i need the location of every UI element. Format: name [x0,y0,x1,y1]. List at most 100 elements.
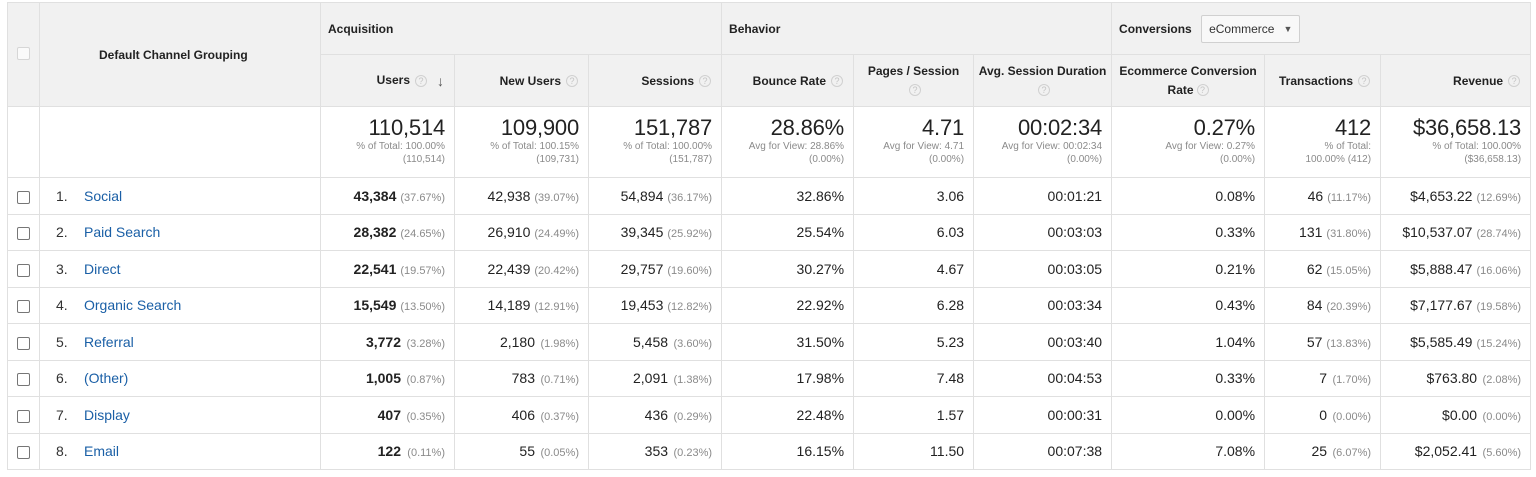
help-icon[interactable]: ? [415,74,427,87]
users-value: 22,541 [353,260,397,277]
sessions-pct: (0.23%) [673,447,713,460]
revenue-cell: $5,888.47 (16.06%) [1380,250,1532,288]
help-icon[interactable]: ? [831,75,844,88]
table-row: 1. Social 43,384 (37.67%) 42,938 (39.07%) 54,8… [7,177,1532,215]
new-users-cell: 22,439 (20.42%) [454,250,589,288]
new-users-cell: 783 (0.71%) [454,359,589,397]
new-users-pct: (39.07%) [534,191,579,204]
row-checkbox[interactable] [17,336,30,350]
bounce-rate-value: 30.27% [796,260,845,277]
help-icon[interactable]: ? [1196,84,1209,97]
revenue-pct: (0.00%) [1482,410,1522,423]
pages-session-cell: 5.23 [853,323,975,361]
channel-link[interactable]: (Other) [84,370,129,387]
channel-link[interactable]: Email [84,443,120,460]
row-select-cell [7,323,40,361]
conversions-label: Conversions [1119,21,1192,36]
help-icon[interactable]: ? [1358,75,1371,88]
users-pct: (19.57%) [400,264,445,277]
channel-link[interactable]: Social [84,187,123,204]
help-icon[interactable]: ? [909,84,922,97]
revenue-value: $763.80 [1426,370,1478,387]
ecom-rate-cell: 0.00% [1111,396,1266,434]
col-revenue-label: Revenue [1453,73,1504,88]
row-select-cell [7,177,40,215]
chevron-down-icon: ▼ [1283,23,1293,34]
channel-link[interactable]: Referral [84,333,134,350]
row-checkbox[interactable] [17,409,30,423]
channel-cell: 7. Display [39,396,321,434]
total-avg-duration-base: (0.00%) [1067,154,1103,165]
ecom-rate-value: 0.43% [1215,297,1256,314]
totals-spacer [39,106,321,178]
total-pages-session-value: 4.71 [922,115,965,140]
row-select-cell [7,359,40,397]
avg-duration-value: 00:07:38 [1047,443,1103,460]
pages-session-cell: 1.57 [853,396,975,434]
channel-link[interactable]: Direct [84,260,121,277]
col-new-users-label: New Users [499,73,561,88]
users-value: 122 [377,443,401,460]
transactions-pct: (11.17%) [1327,191,1372,204]
row-checkbox[interactable] [17,300,30,314]
sessions-value: 54,894 [620,187,664,204]
totals-row: 110,514% of Total: 100.00% (110,514) 109,… [7,106,1532,178]
ecom-rate-value: 0.08% [1215,187,1256,204]
pages-session-value: 11.50 [930,443,965,460]
row-index: 3. [56,260,68,277]
sessions-cell: 39,345 (25.92%) [587,213,723,251]
col-ecom-rate[interactable]: Ecommerce Conversion Rate? [1111,54,1266,107]
ecom-rate-cell: 7.08% [1111,432,1266,470]
channel-link[interactable]: Organic Search [84,297,182,314]
new-users-pct: (12.91%) [534,301,579,314]
dimension-header[interactable]: Default Channel Grouping [39,2,321,107]
channel-link[interactable]: Paid Search [84,224,161,241]
col-transactions[interactable]: Transactions? [1264,54,1382,107]
transactions-value: 84 [1306,297,1323,314]
new-users-cell: 26,910 (24.49%) [454,213,589,251]
channel-report-table: Default Channel Grouping Acquisition Beh… [7,2,1532,470]
ecom-rate-cell: 1.04% [1111,323,1266,361]
total-sessions-note: % of Total: 100.00% [623,141,713,152]
col-pages-session[interactable]: Pages / Session? [853,54,975,107]
help-icon[interactable]: ? [566,75,578,88]
transactions-value: 7 [1319,370,1328,387]
row-checkbox[interactable] [17,263,30,277]
row-checkbox[interactable] [17,373,30,387]
users-value: 3,772 [365,333,401,350]
help-icon[interactable]: ? [1038,84,1051,97]
sessions-value: 39,345 [620,224,664,241]
help-icon[interactable]: ? [1508,75,1521,88]
col-ecom-rate-label-1: Ecommerce Conversion [1119,63,1257,78]
new-users-value: 2,180 [499,333,535,350]
conversion-type-dropdown[interactable]: eCommerce ▼ [1201,14,1301,43]
col-avg-duration[interactable]: Avg. Session Duration? [973,54,1113,107]
row-checkbox[interactable] [17,446,30,460]
row-checkbox[interactable] [17,190,30,204]
col-ecom-rate-label-2: Rate [1167,82,1194,97]
transactions-cell: 131 (31.80%) [1264,213,1382,251]
help-icon[interactable]: ? [699,75,712,88]
channel-link[interactable]: Display [84,406,130,423]
new-users-value: 406 [511,406,535,423]
ecom-rate-cell: 0.33% [1111,359,1266,397]
col-sessions[interactable]: Sessions? [587,54,723,107]
total-bounce-rate-note: Avg for View: 28.86% [748,141,845,152]
col-bounce-rate[interactable]: Bounce Rate? [721,54,855,107]
bounce-rate-value: 22.48% [796,406,845,423]
col-new-users[interactable]: New Users? [454,54,589,107]
bounce-rate-value: 32.86% [796,187,845,204]
col-transactions-label: Transactions [1279,73,1354,88]
transactions-cell: 7 (1.70%) [1264,359,1382,397]
ecom-rate-value: 1.04% [1215,333,1256,350]
col-revenue[interactable]: Revenue? [1380,54,1532,107]
col-users[interactable]: Users? ↓ [320,54,455,107]
total-transactions-base: 100.00% (412) [1305,154,1372,165]
total-sessions-base: (151,787) [669,154,713,165]
row-checkbox[interactable] [17,227,30,241]
users-cell: 28,382 (24.65%) [320,213,455,251]
select-all-checkbox[interactable] [17,46,30,60]
sessions-value: 2,091 [632,370,669,387]
transactions-cell: 46 (11.17%) [1264,177,1382,215]
sort-desc-icon[interactable]: ↓ [437,72,444,89]
